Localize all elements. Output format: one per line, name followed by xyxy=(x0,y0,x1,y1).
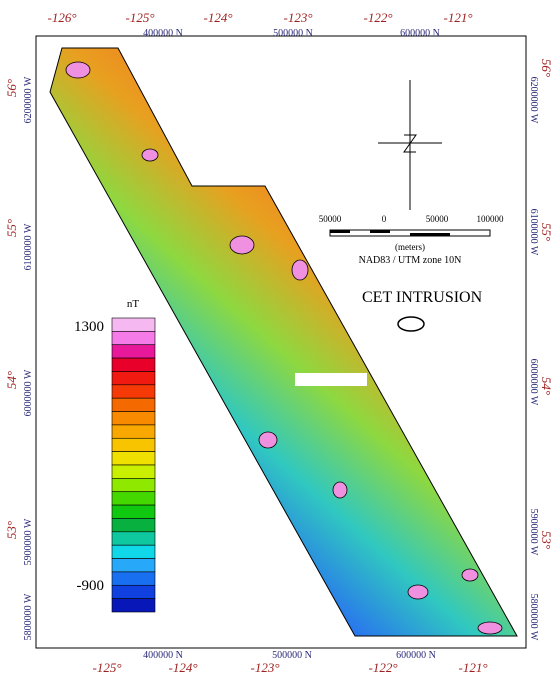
colorbar-step xyxy=(112,478,155,491)
scale-label: 0 xyxy=(382,214,387,224)
right-utm: 5800000 W xyxy=(528,594,539,641)
right-lat: 56° xyxy=(539,59,553,77)
left-utm: 5900000 W xyxy=(23,518,34,565)
left-lat: 55° xyxy=(4,219,19,237)
bottom-lon: -123° xyxy=(250,660,279,675)
bottom-lon: -122° xyxy=(368,660,397,675)
colorbar-step xyxy=(112,572,155,585)
colorbar-step xyxy=(112,599,155,612)
right-lat: 53° xyxy=(539,531,553,549)
left-utm: 5800000 W xyxy=(23,593,34,640)
map: CET INTRUSION (meters) NAD83 / UTM zone … xyxy=(0,0,553,677)
data-gap xyxy=(295,373,367,386)
left-lat: 53° xyxy=(4,521,19,539)
right-utm: 6200000 W xyxy=(528,77,539,124)
right-utm: 6000000 W xyxy=(528,359,539,406)
scale-bar xyxy=(330,230,490,236)
colorbar-step xyxy=(112,452,155,465)
colorbar-step xyxy=(112,318,155,331)
colorbar-step xyxy=(112,559,155,572)
bottom-lon: -124° xyxy=(168,660,197,675)
top-lon: -121° xyxy=(443,10,472,25)
top-lon: -122° xyxy=(363,10,392,25)
colorbar-step xyxy=(112,345,155,358)
colorbar-step xyxy=(112,425,155,438)
right-utm: 6100000 W xyxy=(528,209,539,256)
top-lon: -126° xyxy=(47,10,76,25)
top-utm: 600000 N xyxy=(400,28,440,39)
top-utm: 500000 N xyxy=(273,28,313,39)
projection: NAD83 / UTM zone 10N xyxy=(359,255,462,266)
right-lat: 54° xyxy=(539,377,553,395)
bottom-lon: -121° xyxy=(458,660,487,675)
top-lon: -124° xyxy=(203,10,232,25)
legend-min: -900 xyxy=(77,578,105,594)
colorbar-step xyxy=(112,398,155,411)
scale-label: 50000 xyxy=(426,214,449,224)
legend-max: 1300 xyxy=(74,319,104,335)
colorbar-step xyxy=(112,532,155,545)
colorbar-step xyxy=(112,358,155,371)
left-utm: 6200000 W xyxy=(23,76,34,123)
north-arrow xyxy=(378,80,442,210)
colorbar-step xyxy=(112,438,155,451)
left-lat: 54° xyxy=(4,371,19,389)
scale-unit: (meters) xyxy=(395,242,425,252)
left-lat: 56° xyxy=(4,79,19,97)
left-utm: 6100000 W xyxy=(23,223,34,270)
top-lon: -125° xyxy=(125,10,154,25)
top-utm: 400000 N xyxy=(143,28,183,39)
colorbar-step xyxy=(112,505,155,518)
scale-label: 50000 xyxy=(319,214,342,224)
colorbar-step xyxy=(112,412,155,425)
intrusion-symbol xyxy=(398,317,424,331)
map-title: CET INTRUSION xyxy=(362,289,483,306)
colorbar-step xyxy=(112,331,155,344)
colorbar xyxy=(112,318,155,612)
top-lon: -123° xyxy=(283,10,312,25)
left-utm: 6000000 W xyxy=(23,369,34,416)
bottom-utm: 600000 N xyxy=(396,650,436,661)
colorbar-step xyxy=(112,585,155,598)
colorbar-step xyxy=(112,518,155,531)
legend-unit: nT xyxy=(127,298,140,310)
colorbar-step xyxy=(112,385,155,398)
colorbar-step xyxy=(112,371,155,384)
scale-label: 100000 xyxy=(477,214,505,224)
right-lat: 55° xyxy=(539,223,553,241)
colorbar-step xyxy=(112,492,155,505)
right-utm: 5900000 W xyxy=(528,509,539,556)
colorbar-step xyxy=(112,545,155,558)
bottom-lon: -125° xyxy=(92,660,121,675)
colorbar-step xyxy=(112,465,155,478)
